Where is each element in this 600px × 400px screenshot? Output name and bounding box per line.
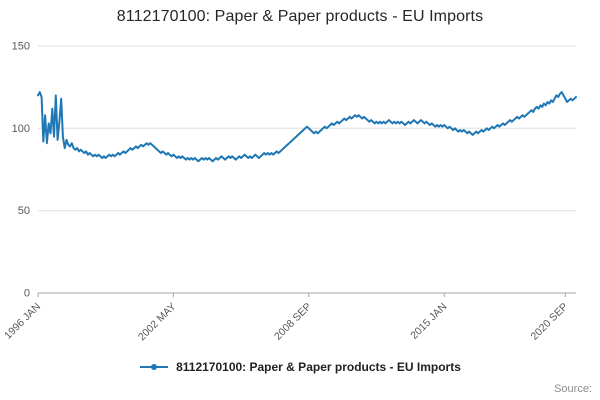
x-tick-label: 2020 SEP [528,301,570,343]
x-tick-label: 2008 SEP [272,301,314,343]
legend-line-icon [140,364,169,370]
x-tick-label: 2002 MAY [136,301,179,344]
y-tick-label: 50 [18,205,30,217]
legend: 8112170100: Paper & Paper products - EU … [0,360,600,374]
legend-label: 8112170100: Paper & Paper products - EU … [176,360,461,374]
line-chart: 0 50 100 150 1996 JAN 2002 MAY 2008 SEP 2015 JA… [2,41,577,344]
x-tick-label: 2015 JAN [408,301,449,342]
series-line [37,91,577,163]
y-tick-label: 0 [24,288,30,300]
y-tick-label: 150 [12,41,30,53]
y-tick-label: 100 [12,123,30,135]
x-tick-label: 1996 JAN [2,301,43,342]
source-label: Source: [554,383,592,395]
chart-title: 8112170100: Paper & Paper products - EU … [116,8,484,25]
